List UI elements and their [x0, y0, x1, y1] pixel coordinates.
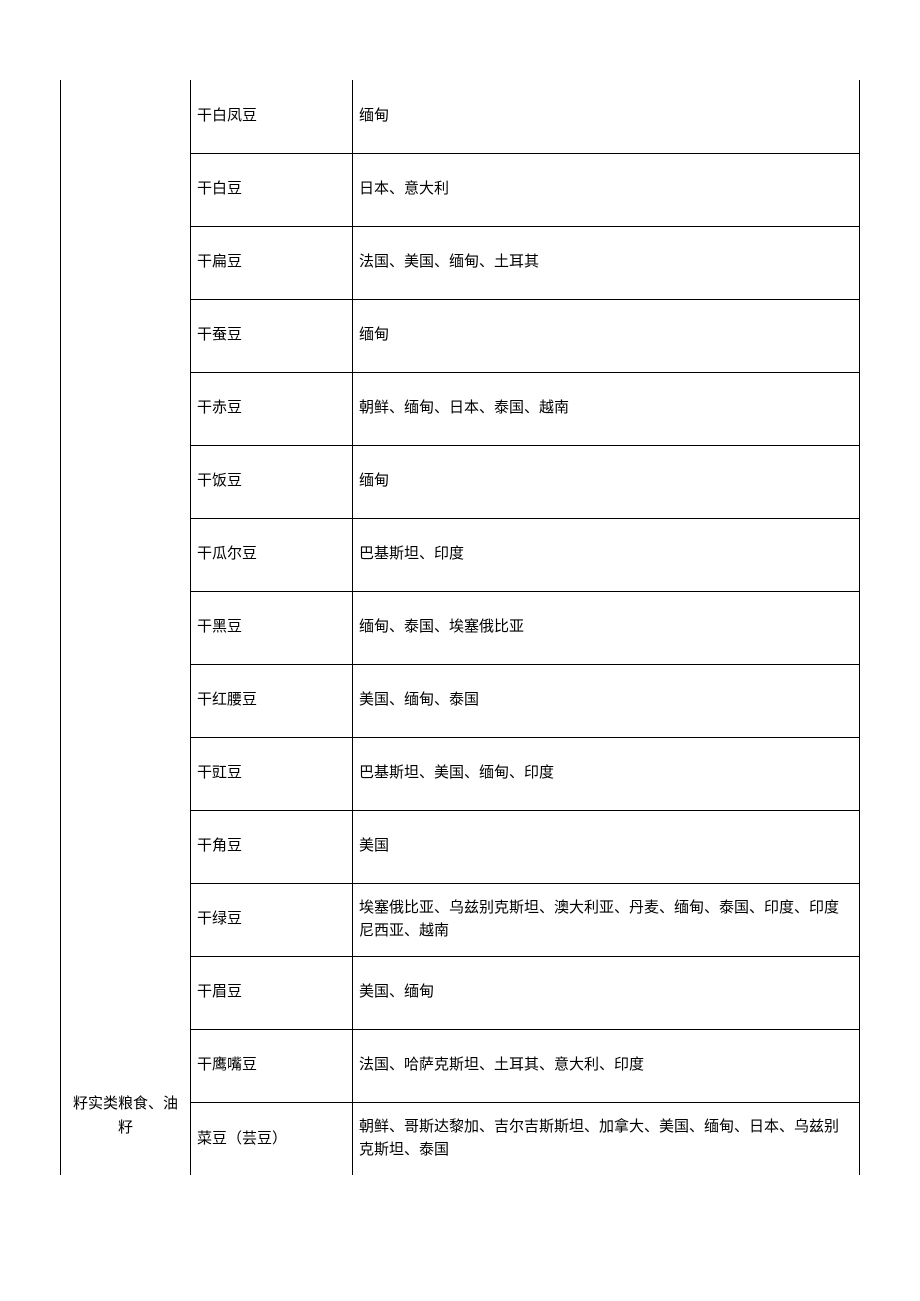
item-cell: 干角豆: [191, 810, 353, 883]
item-cell: 干蚕豆: [191, 299, 353, 372]
countries-cell: 缅甸、泰国、埃塞俄比亚: [353, 591, 860, 664]
countries-cell: 缅甸: [353, 299, 860, 372]
countries-cell: 埃塞俄比亚、乌兹别克斯坦、澳大利亚、丹麦、缅甸、泰国、印度、印度尼西亚、越南: [353, 883, 860, 956]
item-cell: 干白凤豆: [191, 80, 353, 153]
countries-cell: 巴基斯坦、美国、缅甸、印度: [353, 737, 860, 810]
item-cell: 干红腰豆: [191, 664, 353, 737]
category-cell: 籽实类粮食、油籽: [61, 80, 191, 1175]
countries-cell: 朝鲜、哥斯达黎加、吉尔吉斯斯坦、加拿大、美国、缅甸、日本、乌兹别克斯坦、泰国: [353, 1102, 860, 1175]
item-cell: 干赤豆: [191, 372, 353, 445]
item-cell: 干饭豆: [191, 445, 353, 518]
item-cell: 菜豆（芸豆）: [191, 1102, 353, 1175]
countries-cell: 缅甸: [353, 80, 860, 153]
countries-cell: 美国、缅甸、泰国: [353, 664, 860, 737]
table-row: 籽实类粮食、油籽 干白凤豆 缅甸: [61, 80, 860, 153]
countries-cell: 美国、缅甸: [353, 956, 860, 1029]
countries-cell: 缅甸: [353, 445, 860, 518]
item-cell: 干眉豆: [191, 956, 353, 1029]
countries-cell: 美国: [353, 810, 860, 883]
countries-cell: 法国、哈萨克斯坦、土耳其、意大利、印度: [353, 1029, 860, 1102]
item-cell: 干鹰嘴豆: [191, 1029, 353, 1102]
item-cell: 干扁豆: [191, 226, 353, 299]
food-origin-table: 籽实类粮食、油籽 干白凤豆 缅甸 干白豆 日本、意大利 干扁豆 法国、美国、缅甸…: [60, 80, 860, 1175]
item-cell: 干豇豆: [191, 737, 353, 810]
item-cell: 干绿豆: [191, 883, 353, 956]
countries-cell: 日本、意大利: [353, 153, 860, 226]
table-body: 籽实类粮食、油籽 干白凤豆 缅甸 干白豆 日本、意大利 干扁豆 法国、美国、缅甸…: [61, 80, 860, 1175]
item-cell: 干黑豆: [191, 591, 353, 664]
category-label: 籽实类粮食、油籽: [67, 1092, 184, 1140]
countries-cell: 法国、美国、缅甸、土耳其: [353, 226, 860, 299]
countries-cell: 朝鲜、缅甸、日本、泰国、越南: [353, 372, 860, 445]
item-cell: 干白豆: [191, 153, 353, 226]
countries-cell: 巴基斯坦、印度: [353, 518, 860, 591]
item-cell: 干瓜尔豆: [191, 518, 353, 591]
